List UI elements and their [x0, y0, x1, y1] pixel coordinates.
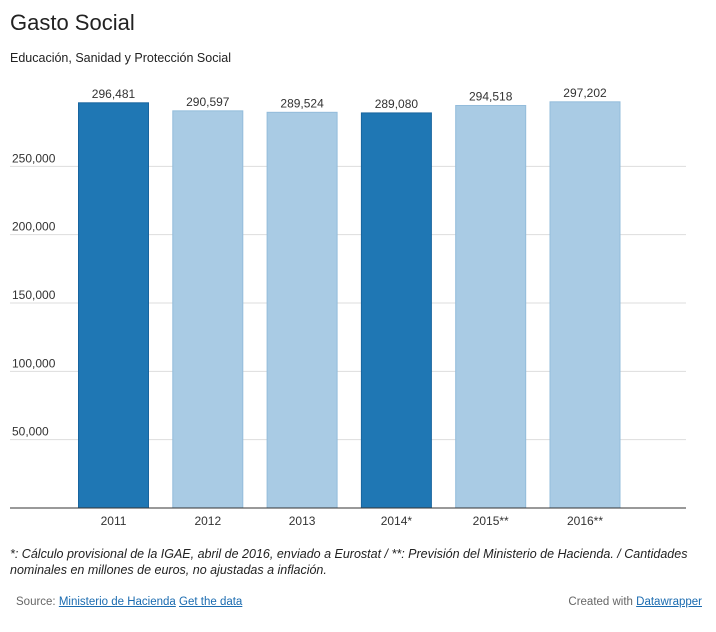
bar-value-label: 289,524	[280, 96, 324, 110]
bar	[549, 101, 621, 509]
chart-notes: *: Cálculo provisional de la IGAE, abril…	[10, 547, 688, 577]
y-tick-label: 150,000	[12, 288, 56, 302]
get-data-link[interactable]: Get the data	[179, 596, 243, 608]
bar-value-label: 290,597	[186, 95, 230, 109]
bar-value-label: 296,481	[92, 87, 136, 101]
chart-subtitle: Educación, Sanidad y Protección Social	[10, 51, 231, 65]
x-tick-label: 2016**	[567, 514, 603, 528]
bar-value-label: 294,518	[469, 89, 513, 103]
bar-value-label: 289,080	[375, 97, 419, 111]
bar	[360, 112, 432, 509]
footer: Source: Ministerio de Hacienda Get the d…	[16, 596, 702, 608]
source-label: Source:	[16, 596, 56, 608]
bar	[266, 111, 338, 509]
bar-chart: 50,000 100,000 150,000 200,000 250,000 296,4…	[10, 86, 686, 528]
x-axis-ticks: 2011 2012 2013 2014* 2015** 2016**	[101, 514, 604, 528]
credit: Created with Datawrapper	[568, 596, 702, 608]
y-tick-label: 200,000	[12, 220, 56, 234]
y-axis-ticks: 50,000 100,000 150,000 200,000 250,000	[12, 151, 56, 438]
x-tick-label: 2012	[194, 514, 221, 528]
x-tick-label: 2014*	[381, 514, 413, 528]
bar	[455, 104, 527, 509]
x-tick-label: 2011	[101, 514, 127, 528]
y-tick-label: 100,000	[12, 356, 56, 370]
chart-title: Gasto Social	[10, 10, 135, 35]
datawrapper-link[interactable]: Datawrapper	[636, 596, 702, 608]
y-tick-label: 50,000	[12, 425, 49, 439]
bar	[172, 110, 244, 509]
x-tick-label: 2013	[289, 514, 316, 528]
bar	[78, 102, 149, 509]
source-link[interactable]: Ministerio de Hacienda	[58, 596, 176, 608]
bars	[78, 101, 621, 509]
y-tick-label: 250,000	[12, 151, 56, 165]
bar-value-label: 297,202	[563, 86, 607, 100]
created-with-label: Created with	[568, 596, 633, 608]
x-tick-label: 2015**	[473, 514, 509, 528]
value-labels: 296,481 290,597 289,524 289,080 294,518 297,2…	[92, 86, 607, 111]
